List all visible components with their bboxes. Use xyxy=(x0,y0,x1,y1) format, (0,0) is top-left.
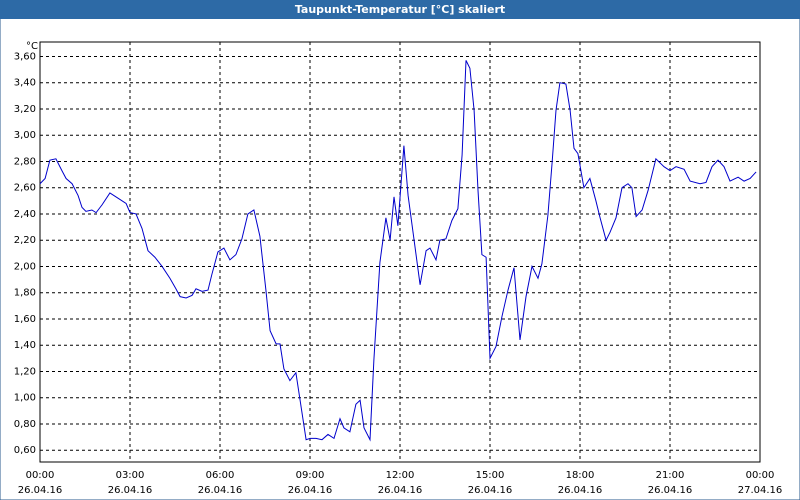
y-tick-label: 2,60 xyxy=(14,183,36,194)
x-tick-label: 12:00 xyxy=(386,470,415,481)
y-unit: °C xyxy=(26,41,38,52)
x-tick-label: 00:00 xyxy=(746,470,775,481)
y-tick-label: 2,40 xyxy=(14,209,36,220)
chart-title: Taupunkt-Temperatur [°C] skaliert xyxy=(295,3,505,16)
y-tick-label: 1,20 xyxy=(14,366,36,377)
y-tick-label: 2,20 xyxy=(14,235,36,246)
x-tick-date: 26.04.16 xyxy=(18,485,63,496)
x-tick-label: 03:00 xyxy=(116,470,145,481)
x-tick-date: 26.04.16 xyxy=(288,485,333,496)
y-tick-label: 3,40 xyxy=(14,78,36,89)
y-tick-label: 3,00 xyxy=(14,130,36,141)
x-tick-date: 26.04.16 xyxy=(468,485,513,496)
y-tick-label: 1,00 xyxy=(14,393,36,404)
x-tick-date: 26.04.16 xyxy=(648,485,693,496)
y-tick-label: 0,60 xyxy=(14,445,36,456)
x-tick-label: 21:00 xyxy=(656,470,685,481)
y-tick-label: 2,00 xyxy=(14,261,36,272)
x-tick-label: 09:00 xyxy=(296,470,325,481)
data-line xyxy=(39,60,757,442)
y-tick-label: 3,20 xyxy=(14,104,36,115)
x-tick-label: 00:00 xyxy=(26,470,55,481)
y-tick-label: 2,80 xyxy=(14,156,36,167)
y-tick-label: 1,40 xyxy=(14,340,36,351)
x-tick-label: 06:00 xyxy=(206,470,235,481)
x-tick-date: 26.04.16 xyxy=(378,485,423,496)
plot-border xyxy=(39,41,761,463)
y-tick-label: 3,60 xyxy=(14,51,36,62)
y-tick-label: 1,60 xyxy=(14,314,36,325)
x-tick-date: 27.04.16 xyxy=(738,485,783,496)
y-tick-label: 1,80 xyxy=(14,288,36,299)
x-tick-label: 18:00 xyxy=(566,470,595,481)
title-bar xyxy=(0,0,800,19)
x-tick-date: 26.04.16 xyxy=(558,485,603,496)
y-tick-label: 0,80 xyxy=(14,419,36,430)
x-tick-label: 15:00 xyxy=(476,470,505,481)
x-tick-date: 26.04.16 xyxy=(108,485,153,496)
x-tick-date: 26.04.16 xyxy=(198,485,243,496)
